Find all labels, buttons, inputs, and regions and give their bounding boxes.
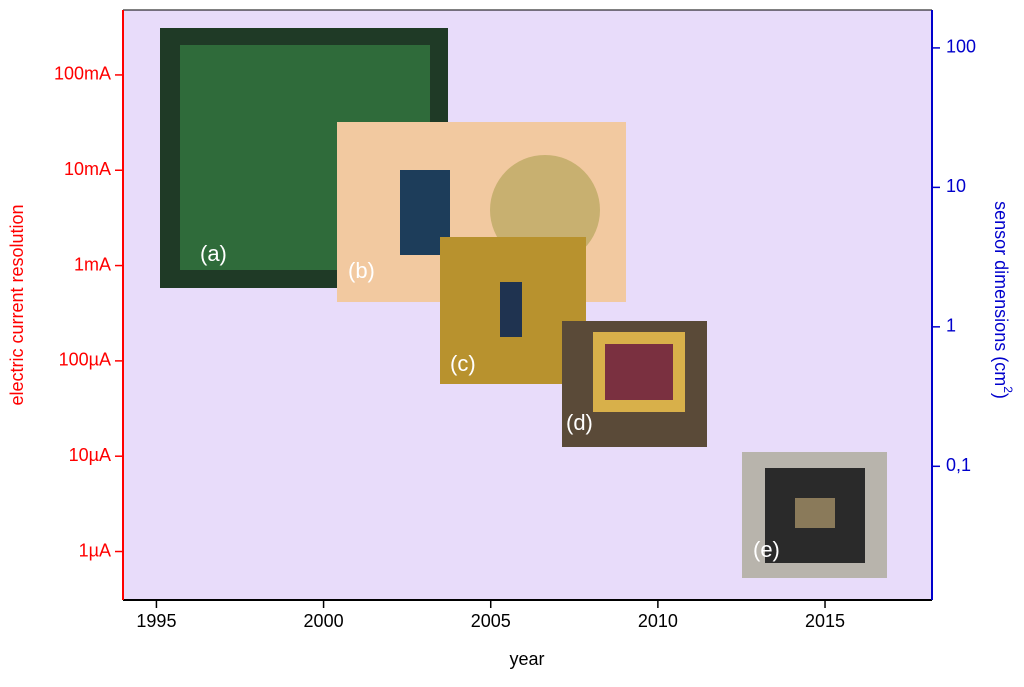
y-tick-label: 10mA — [64, 159, 111, 179]
y2-label-sup: 2 — [1001, 386, 1015, 393]
y2-tick-label: 1 — [946, 316, 956, 336]
x-tick-label: 2000 — [304, 611, 344, 631]
annotation: (b) — [348, 258, 375, 283]
y-tick-label: 1µA — [79, 540, 111, 560]
x-tick-label: 1995 — [136, 611, 176, 631]
y-tick-label: 1mA — [74, 254, 111, 274]
y-tick-label: 10µA — [69, 445, 111, 465]
y2-tick-label: 0,1 — [946, 455, 971, 475]
photo-e-die — [795, 498, 835, 528]
photos — [160, 28, 887, 578]
x-axis-label: year — [509, 649, 544, 669]
x-tick-label: 2015 — [805, 611, 845, 631]
y2-tick-label: 100 — [946, 37, 976, 57]
annotation: (c) — [450, 351, 476, 376]
x-tick-label: 2005 — [471, 611, 511, 631]
y-axis-label: electric current resolution — [7, 204, 27, 405]
y2-label-text: sensor dimensions (cm — [991, 201, 1011, 386]
photo-d-die — [605, 344, 673, 400]
y2-tick-label: 10 — [946, 176, 966, 196]
y2-axis-label: sensor dimensions (cm2) — [991, 201, 1015, 399]
x-tick-label: 2010 — [638, 611, 678, 631]
annotation: (a) — [200, 241, 227, 266]
annotation: (d) — [566, 410, 593, 435]
y-tick-label: 100mA — [54, 64, 111, 84]
annotation: (e) — [753, 537, 780, 562]
y2-label-end: ) — [991, 393, 1011, 399]
photo-c-chip — [500, 282, 522, 337]
y-tick-label: 100µA — [59, 350, 111, 370]
